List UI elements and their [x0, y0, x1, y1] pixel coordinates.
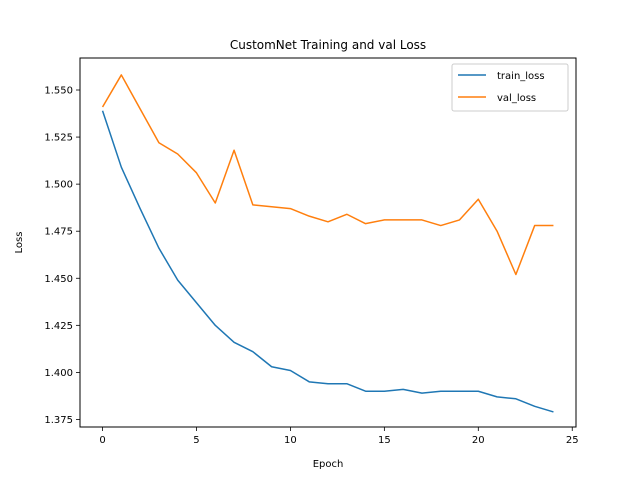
x-tick-label: 25 — [566, 435, 579, 446]
x-axis: 0 5 10 15 20 25 — [99, 427, 579, 446]
x-tick-label: 20 — [472, 435, 485, 446]
series-line-train_loss — [101, 110, 554, 413]
y-tick-label: 1.475 — [44, 227, 73, 238]
x-tick-label: 10 — [284, 435, 297, 446]
y-tick-label: 1.500 — [44, 180, 73, 191]
legend-label-val_loss: val_loss — [497, 93, 536, 104]
y-tick-label: 1.400 — [44, 368, 73, 379]
y-tick-label: 1.375 — [44, 415, 73, 426]
chart-title: CustomNet Training and val Loss — [230, 38, 426, 52]
plot-frame — [79, 57, 577, 428]
x-axis-title: Epoch — [313, 459, 344, 470]
x-tick-label: 5 — [193, 435, 199, 446]
y-tick-label: 1.425 — [44, 321, 73, 332]
y-tick-label: 1.450 — [44, 274, 73, 285]
x-tick-label: 0 — [99, 435, 105, 446]
y-tick-label: 1.525 — [44, 133, 73, 144]
plot-lines — [101, 74, 554, 413]
legend-label-train_loss: train_loss — [497, 71, 545, 82]
legend: train_loss val_loss — [451, 63, 569, 112]
y-tick-label: 1.550 — [44, 86, 73, 97]
x-tick-label: 15 — [378, 435, 391, 446]
y-axis-title: Loss — [14, 232, 25, 254]
y-axis: 1.375 1.400 1.425 1.450 1.475 1.500 1.525 1.550 — [44, 86, 80, 426]
